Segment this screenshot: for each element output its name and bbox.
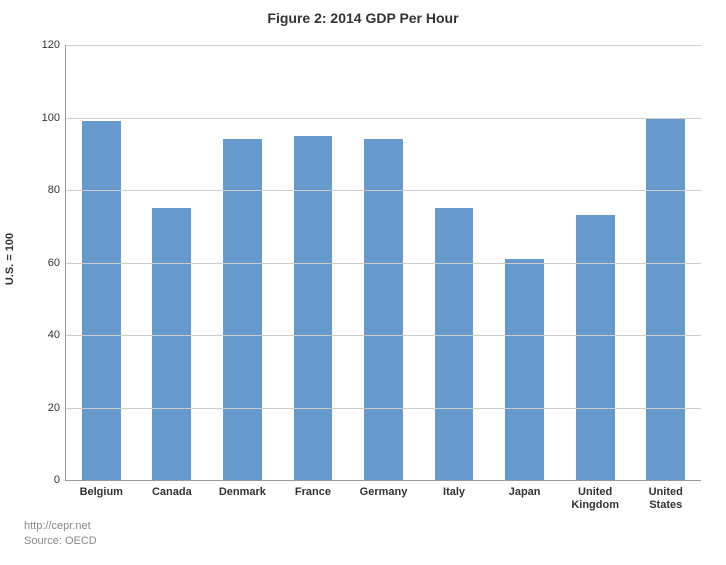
x-tick-label: Japan [509,480,541,499]
footer-source: Source: OECD [24,535,97,547]
bar [646,118,685,481]
footer-link: http://cepr.net [24,520,91,532]
chart-container: Figure 2: 2014 GDP Per Hour U.S. = 100 0… [0,0,726,565]
bar [505,259,544,480]
bar [152,208,191,480]
x-tick-label: Italy [443,480,465,499]
y-tick-label: 120 [42,39,66,51]
gridline [66,408,701,409]
plot-area: 020406080100120BelgiumCanadaDenmarkFranc… [65,45,701,481]
gridline [66,45,701,46]
y-tick-label: 0 [54,474,66,486]
chart-title: Figure 2: 2014 GDP Per Hour [0,10,726,26]
x-tick-label: Belgium [80,480,123,499]
y-axis-title: U.S. = 100 [4,219,16,299]
y-tick-label: 40 [48,329,66,341]
gridline [66,335,701,336]
y-tick-label: 100 [42,112,66,124]
x-tick-label: United States [649,480,683,511]
x-tick-label: Germany [360,480,408,499]
y-tick-label: 20 [48,402,66,414]
y-tick-label: 80 [48,184,66,196]
x-tick-label: United Kingdom [571,480,619,511]
x-tick-label: France [295,480,331,499]
gridline [66,118,701,119]
bar [294,136,333,480]
x-tick-label: Denmark [219,480,266,499]
gridline [66,190,701,191]
bar [82,121,121,480]
bar [435,208,474,480]
bar [576,215,615,480]
x-tick-label: Canada [152,480,192,499]
gridline [66,263,701,264]
y-tick-label: 60 [48,257,66,269]
